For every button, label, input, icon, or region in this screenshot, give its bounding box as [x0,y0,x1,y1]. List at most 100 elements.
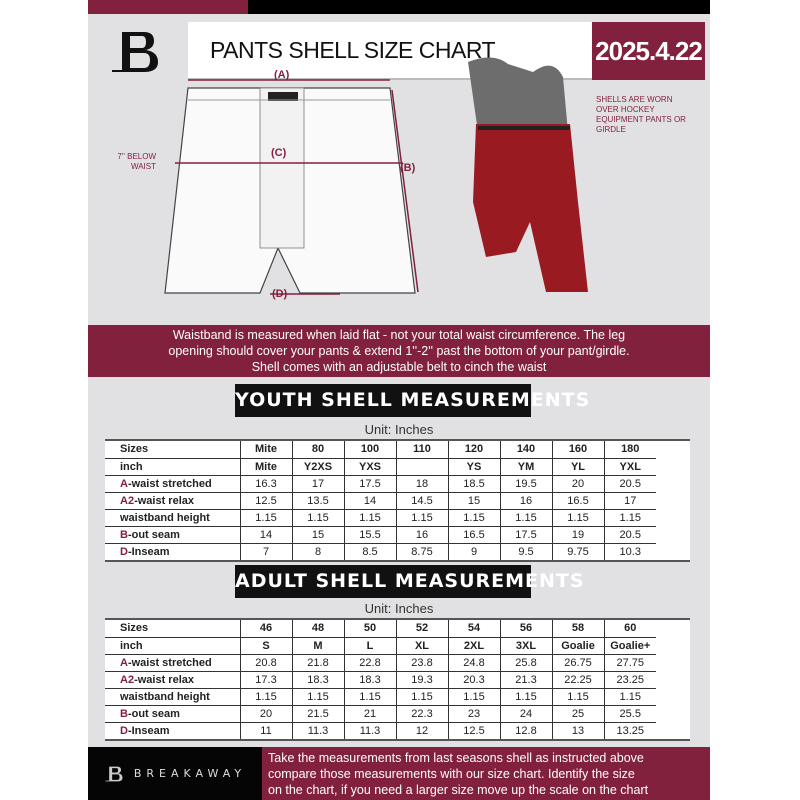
table-cell: 1.15 [551,509,604,527]
table-cell: 21.8 [291,654,344,672]
brand-name: BREAKAWAY [133,767,247,780]
label-d: (D) [272,288,288,300]
table-cell: 20.3 [447,671,500,689]
row-label: Sizes [105,620,240,638]
label-b: (B) [400,162,416,174]
table-cell: 15.5 [343,526,396,544]
table-cell: 21.3 [499,671,552,689]
table-cell: 10.3 [603,543,656,560]
table-cell: Goalie+ [603,637,656,655]
table-row: A2-waist relax 12.5 13.5 14 14.5 15 16 16.5 17 [105,492,656,510]
table-cell: 54 [447,620,500,638]
table-cell: 26.75 [551,654,604,672]
table-cell: 1.15 [291,509,344,527]
adult-unit-label: Unit: Inches [364,601,434,616]
table-cell: Y2XS [291,458,344,476]
table-cell: 100 [343,441,396,459]
table-cell: 21.5 [291,705,344,723]
table-row: D-Inseam 7 8 8.5 8.75 9 9.5 9.75 10.3 [105,543,656,560]
table-cell: M [291,637,344,655]
table-cell: 8.5 [343,543,396,560]
row-label: A2-waist relax [105,492,240,510]
table-row: Sizes Mite 80 100 110 120 140 160 180 [105,441,656,459]
table-cell: 20.5 [603,475,656,493]
row-label-prefix: D [120,724,128,737]
table-cell: 17.5 [499,526,552,544]
table-cell: 20.8 [239,654,292,672]
table-cell: Goalie [551,637,604,655]
footer-line: on the chart, if you need a larger size … [268,783,649,797]
pants-shell-photo [468,57,588,292]
table-cell: L [343,637,396,655]
table-cell: 20 [551,475,604,493]
table-cell: 11.3 [343,722,396,739]
pants-diagram [164,79,419,295]
table-cell: 7 [239,543,292,560]
row-label-prefix: B [120,707,128,720]
table-cell: 12 [395,722,448,739]
row-label-text: Sizes [120,443,149,456]
table-row: D-Inseam 11 11.3 11.3 12 12.5 12.8 13 13.25 [105,722,656,739]
row-label: B-out seam [105,526,240,544]
row-label-text: waistband height [120,511,210,524]
table-cell: 18 [395,475,448,493]
label-c: (C) [271,147,287,159]
table-cell: 19.5 [499,475,552,493]
table-cell: 9.75 [551,543,604,560]
table-cell: 1.15 [447,509,500,527]
table-cell: 1.15 [395,509,448,527]
row-label-text: Sizes [120,622,149,635]
table-cell: 1.15 [447,688,500,706]
measurement-instructions-banner: Waistband is measured when laid flat - n… [88,325,710,377]
banner-line: Shell comes with an adjustable belt to c… [251,360,547,374]
table-cell: 140 [499,441,552,459]
table-cell: 11 [239,722,292,739]
table-cell: 180 [603,441,656,459]
row-label: D-Inseam [105,722,240,739]
row-label-text: -waist relax [134,673,194,686]
table-cell: 23 [447,705,500,723]
table-cell: 24.8 [447,654,500,672]
table-cell: 16.3 [239,475,292,493]
table-row: A2-waist relax 17.3 18.3 18.3 19.3 20.3 21.3 22… [105,671,656,689]
breakaway-logo [112,32,158,72]
table-cell: 1.15 [239,688,292,706]
below-waist-note: 7'' BELOW WAIST [117,152,156,171]
table-cell: YXS [343,458,396,476]
row-label-prefix: A2 [120,673,135,686]
footer-brand: BREAKAWAY [88,747,262,800]
table-cell: 58 [551,620,604,638]
table-row: inch S M L XL 2XL 3XL Goalie Goalie+ [105,637,656,655]
table-cell: 50 [343,620,396,638]
youth-unit-label: Unit: Inches [364,422,434,437]
row-label-text: inch [120,639,143,652]
table-cell: YXL [603,458,656,476]
table-cell: YL [551,458,604,476]
table-cell: 18.3 [343,671,396,689]
table-cell: 13.25 [603,722,656,739]
table-cell: 17.5 [343,475,396,493]
table-cell: 14 [239,526,292,544]
table-cell: 8.75 [395,543,448,560]
row-label: A-waist stretched [105,475,240,493]
table-cell: 1.15 [603,509,656,527]
adult-size-table: Sizes 46 48 50 52 54 56 58 60 inch S M L XL 2XL 3XL Goal… [105,618,690,741]
table-cell: 25.8 [499,654,552,672]
table-cell: XL [395,637,448,655]
table-row: A-waist stretched 16.3 17 17.5 18 18.5 19.5 20 2… [105,475,656,493]
table-cell: 14 [343,492,396,510]
youth-heading: YOUTH SHELL MEASUREMENTS [235,384,589,417]
table-cell: 25.5 [603,705,656,723]
row-label-text: -Inseam [127,545,170,558]
row-label: inch [105,458,240,476]
table-cell: S [239,637,292,655]
table-cell: 1.15 [343,688,396,706]
table-cell: Mite [239,458,292,476]
table-cell: 25 [551,705,604,723]
table-row: waistband height 1.15 1.15 1.15 1.15 1.15 1.15… [105,509,656,527]
table-cell: 15 [447,492,500,510]
size-chart-page: PANTS SHELL SIZE CHART 2025.4.22 (A) (C)… [88,0,710,800]
table-cell: 16 [499,492,552,510]
table-cell: 52 [395,620,448,638]
table-cell: 2XL [447,637,500,655]
